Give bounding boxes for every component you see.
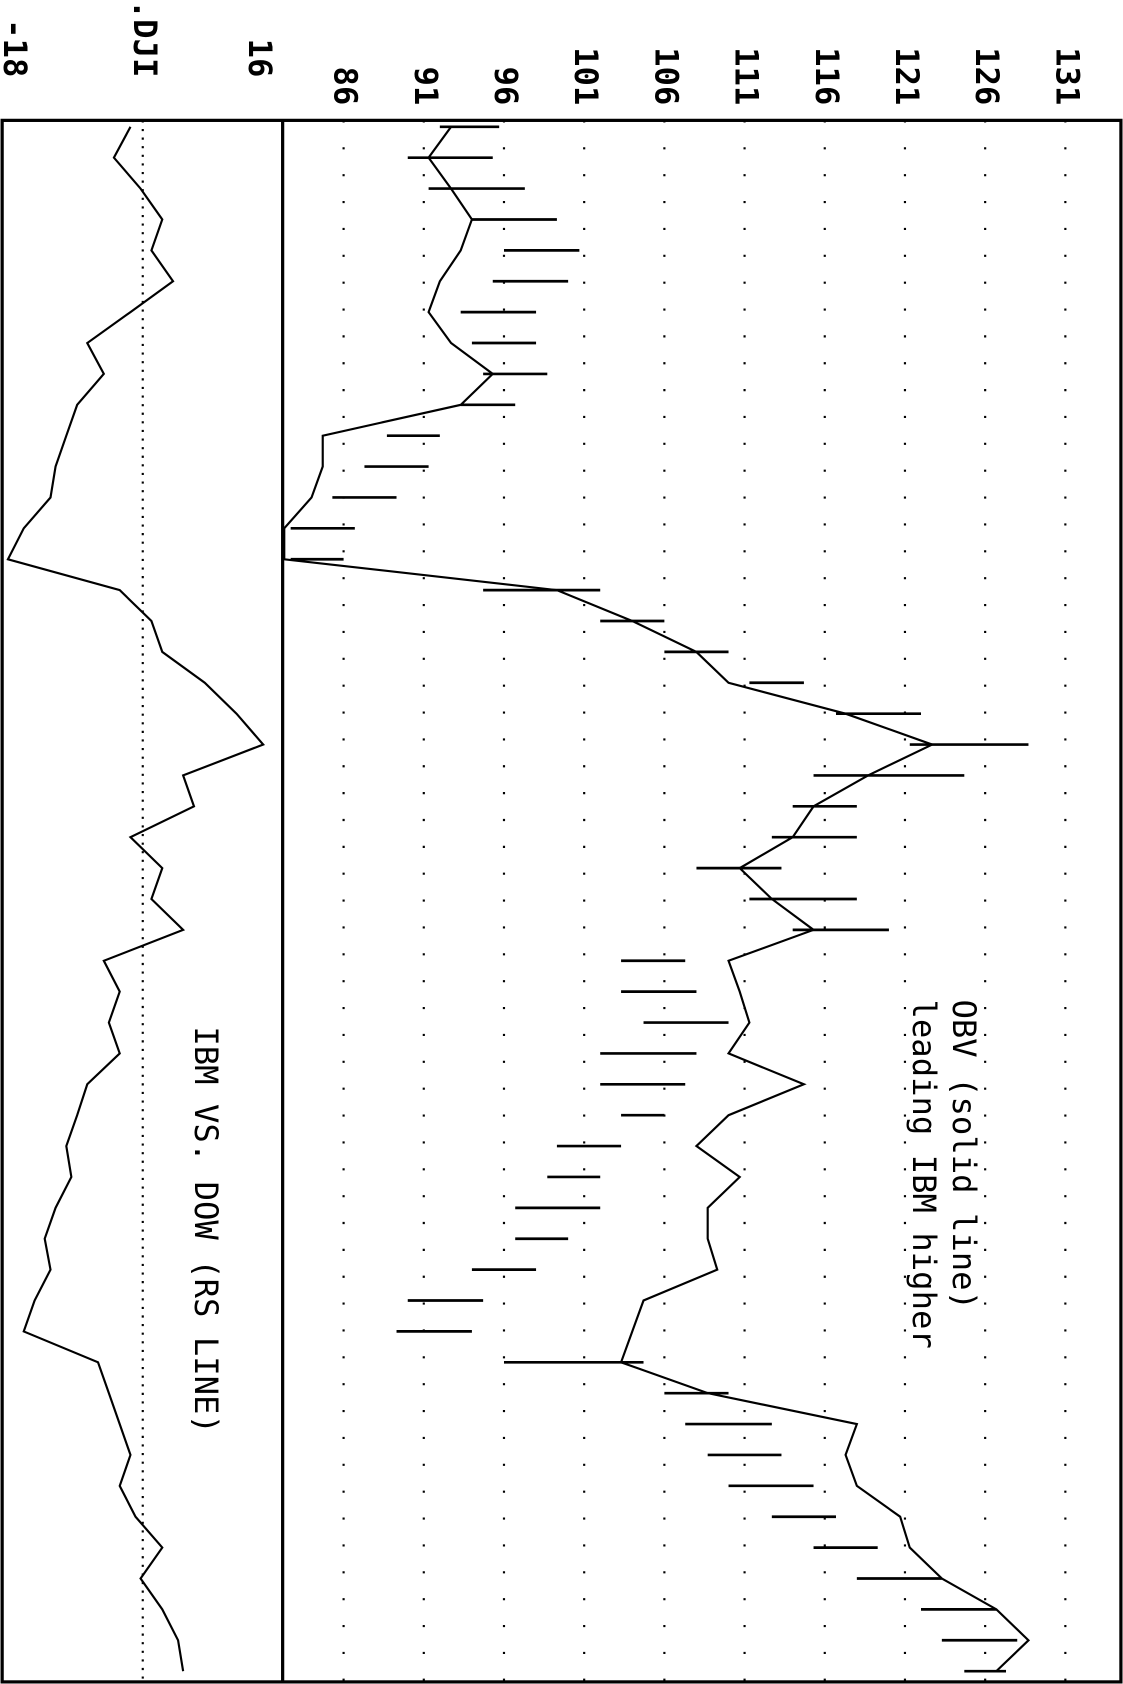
frame xyxy=(0,118,1123,1684)
y-tick-label: 101 xyxy=(567,47,605,105)
y-tick-label: .DJI xyxy=(126,0,164,77)
y-tick-label: 131 xyxy=(1048,47,1086,105)
y-tick-label: 91 xyxy=(407,66,445,105)
annotation: leading IBM higher xyxy=(905,999,943,1348)
y-tick-label: 126 xyxy=(968,47,1006,105)
y-tick-label: 116 xyxy=(808,47,846,105)
y-tick-label: 111 xyxy=(728,47,766,105)
y-tick-label: -18 xyxy=(0,19,34,77)
y-tick-label: 121 xyxy=(888,47,926,105)
y-tick-label: 86 xyxy=(327,66,365,105)
y-tick-label: 16 xyxy=(241,39,279,78)
y-tick-label: 96 xyxy=(487,66,525,105)
obv-line xyxy=(283,126,1031,1672)
annotation: IBM VS. DOW (RS LINE) xyxy=(187,1026,225,1434)
rs-line xyxy=(6,126,266,1672)
annotation: OBV (solid line) xyxy=(945,999,983,1310)
y-tick-label: 106 xyxy=(647,47,685,105)
